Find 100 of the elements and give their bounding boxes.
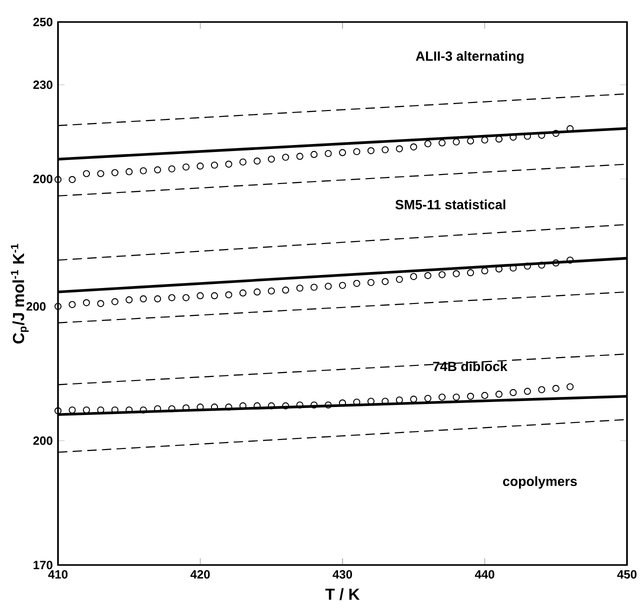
point — [282, 286, 290, 294]
point — [396, 145, 403, 152]
point — [225, 404, 232, 411]
point — [282, 154, 290, 161]
point — [396, 276, 403, 283]
annotation: SM5-11 statistical — [395, 200, 506, 210]
point — [524, 262, 531, 270]
point — [466, 392, 474, 400]
point — [154, 295, 162, 302]
point — [54, 176, 62, 184]
point — [338, 282, 346, 289]
point — [538, 132, 546, 139]
point — [54, 302, 62, 310]
point — [495, 390, 503, 398]
point — [310, 150, 318, 158]
point — [254, 288, 261, 296]
point — [140, 406, 147, 414]
point — [324, 150, 332, 158]
point — [552, 259, 560, 266]
point — [168, 405, 176, 412]
point — [296, 284, 304, 292]
point — [210, 292, 218, 300]
point — [111, 169, 118, 176]
x-tick-label: 410 — [48, 570, 68, 579]
y-tick-label: 200 — [33, 436, 52, 445]
point — [126, 168, 133, 176]
point — [68, 301, 76, 308]
point — [410, 396, 418, 403]
point — [168, 294, 176, 302]
point — [310, 284, 318, 291]
x-tick-label: 450 — [617, 570, 637, 579]
point — [225, 291, 232, 298]
point — [452, 270, 460, 278]
point — [424, 272, 432, 280]
point — [438, 271, 446, 278]
point — [97, 170, 104, 178]
text: 200 — [26, 302, 46, 311]
annotation: 74B diblock — [433, 361, 508, 372]
point — [225, 160, 232, 168]
point — [424, 394, 432, 402]
x-tick-label: 430 — [332, 570, 352, 579]
point — [296, 401, 304, 409]
point — [495, 136, 503, 143]
point — [324, 401, 332, 409]
point — [68, 406, 76, 414]
point — [382, 278, 389, 286]
point — [310, 401, 318, 409]
point — [353, 148, 360, 156]
point — [566, 383, 574, 390]
point — [367, 278, 374, 286]
point — [196, 162, 204, 170]
point — [481, 392, 488, 400]
point — [210, 162, 218, 169]
point — [54, 407, 62, 414]
point — [481, 267, 488, 274]
annotation: ALII-3 alternating — [416, 51, 524, 64]
point — [382, 146, 389, 154]
point — [97, 300, 104, 308]
point — [566, 256, 574, 264]
point — [524, 388, 531, 395]
point — [481, 136, 488, 144]
x-tick-label: 440 — [474, 570, 494, 579]
point — [324, 282, 332, 290]
point — [353, 280, 360, 287]
x-axis-title: T / K — [325, 588, 360, 600]
point — [552, 130, 560, 137]
point — [68, 176, 76, 184]
point — [268, 402, 275, 410]
point — [452, 138, 460, 146]
point — [168, 165, 176, 172]
point — [338, 149, 346, 156]
y-tick-label: 230 — [33, 80, 52, 90]
point — [296, 152, 304, 160]
y-tick-label: 170 — [34, 560, 52, 570]
point — [538, 262, 546, 269]
point — [239, 158, 246, 166]
point — [140, 167, 147, 174]
point — [438, 139, 446, 146]
point — [140, 295, 147, 302]
point — [268, 156, 275, 163]
annotation: copolymers — [503, 476, 577, 489]
y-tick-label: 200 — [33, 174, 52, 184]
point — [210, 404, 218, 411]
y-tick-label: 250 — [33, 18, 52, 26]
point — [82, 299, 90, 306]
point — [367, 147, 374, 154]
point — [438, 394, 446, 401]
point — [82, 170, 90, 178]
point — [282, 402, 290, 410]
point — [538, 386, 546, 394]
point — [510, 389, 517, 396]
point — [552, 384, 560, 392]
point — [410, 272, 418, 280]
point — [239, 289, 246, 296]
point — [268, 287, 275, 295]
point — [182, 294, 190, 302]
point — [410, 143, 418, 150]
point — [424, 140, 432, 148]
point — [466, 269, 474, 276]
point — [182, 163, 190, 171]
